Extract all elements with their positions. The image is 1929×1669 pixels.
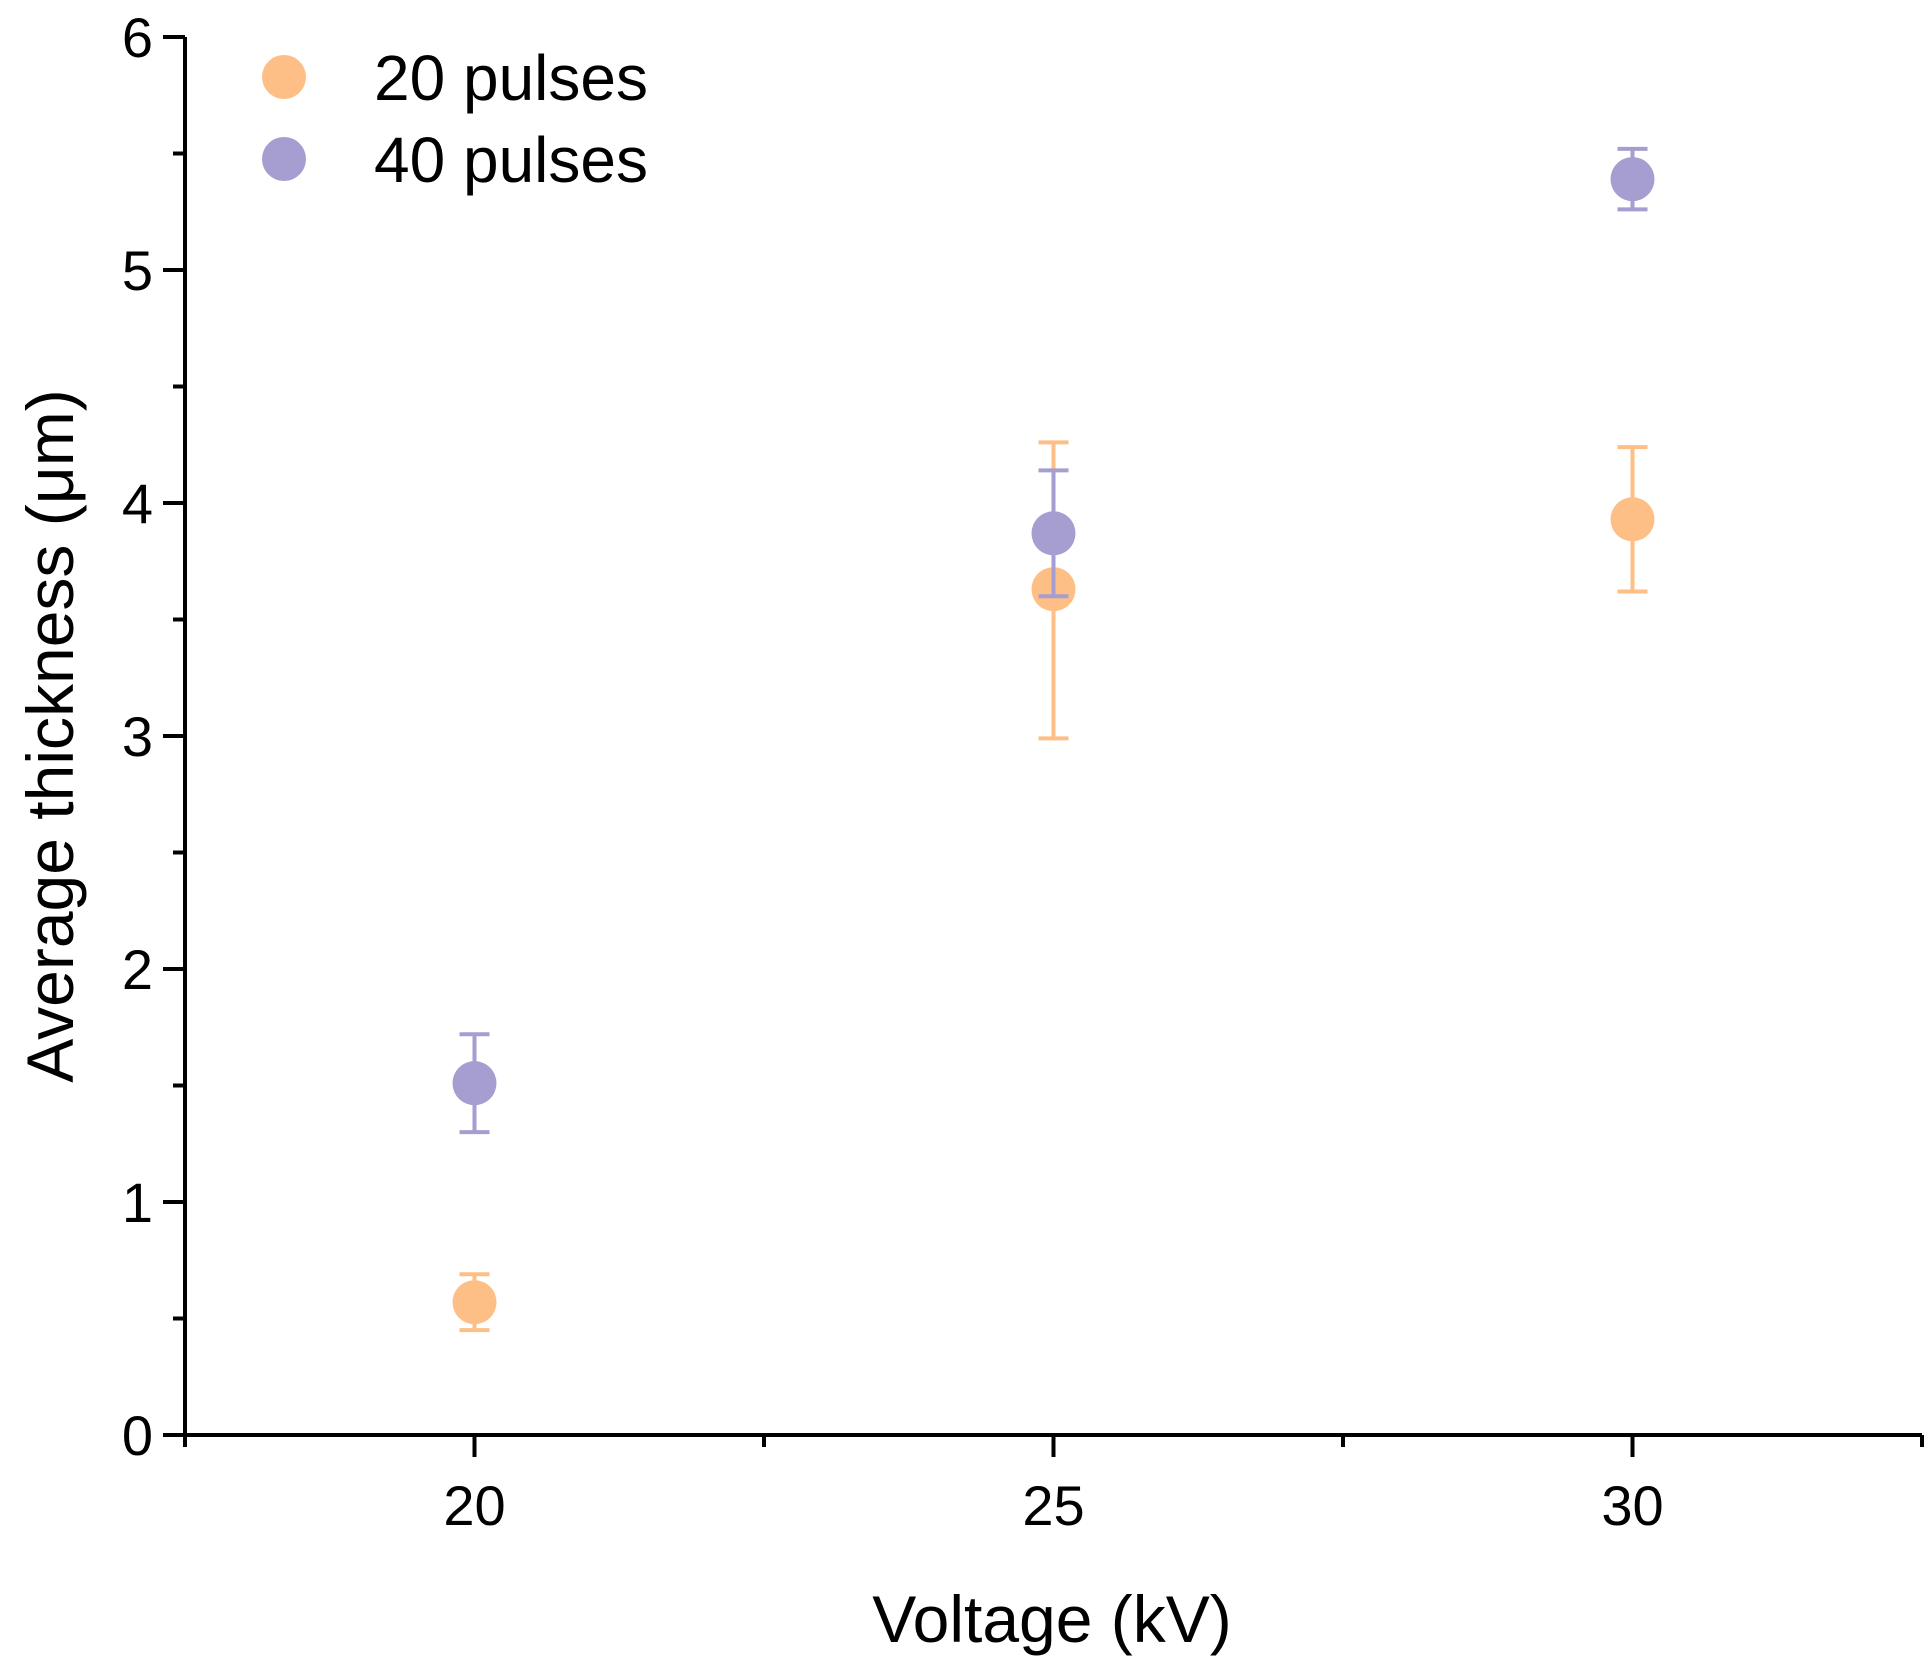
legend: 20 pulses 40 pulses (262, 42, 648, 196)
y-tick-label: 5 (122, 239, 153, 302)
x-tick-label: 20 (443, 1474, 505, 1537)
x-axis-title: Voltage (kV) (872, 1582, 1232, 1656)
data-point (1610, 157, 1655, 202)
legend-marker (262, 55, 306, 99)
y-tick-label: 4 (122, 472, 153, 535)
y-tick-label: 3 (122, 705, 153, 768)
data-point (1610, 497, 1655, 542)
legend-label: 40 pulses (374, 124, 648, 196)
x-tick-label: 25 (1022, 1474, 1084, 1537)
legend-marker (262, 137, 306, 181)
ticks: 0 1 2 3 4 5 6 20 25 30 (122, 6, 1924, 1537)
y-tick-label: 2 (122, 938, 153, 1001)
y-axis-title: Average thickness (μm) (13, 389, 87, 1082)
series-1 (452, 440, 1655, 1333)
series-2 (452, 146, 1655, 1135)
data-point (452, 1280, 497, 1325)
y-tick-label: 0 (122, 1404, 153, 1467)
plot-area (452, 146, 1655, 1333)
data-point (452, 1061, 497, 1106)
y-tick-label: 1 (122, 1171, 153, 1234)
x-tick-label: 30 (1601, 1474, 1663, 1537)
legend-label: 20 pulses (374, 42, 648, 114)
y-tick-label: 6 (122, 6, 153, 69)
data-point (1031, 511, 1076, 556)
